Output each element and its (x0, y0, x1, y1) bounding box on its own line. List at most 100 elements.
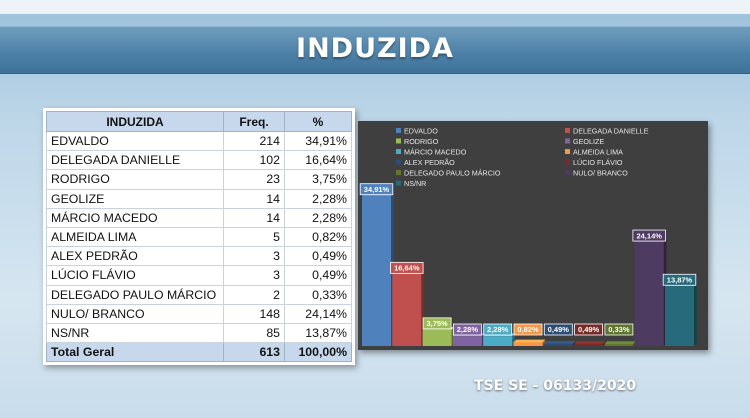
bar (574, 343, 604, 346)
row-percent: 16,64% (284, 150, 352, 171)
data-label: 0,49% (578, 325, 600, 334)
bar (513, 342, 543, 346)
data-label-box (632, 229, 666, 242)
table-row: DELEGADA DANIELLE 102 16,64% (46, 150, 352, 171)
legend-swatch (565, 159, 570, 165)
row-percent: 24,14% (284, 303, 352, 324)
table-total-row: Total Geral 613 100,00% (46, 342, 352, 363)
data-label-box (574, 323, 604, 336)
legend-swatch (396, 128, 401, 133)
row-percent: 0,49% (284, 265, 352, 286)
header-freq: Freq. (223, 111, 285, 132)
row-name: ALEX PEDRÃO (46, 246, 224, 267)
row-freq: 3 (223, 246, 285, 267)
bar (392, 274, 422, 346)
frequency-table-panel: INDUZIDA Freq. % EDVALDO 214 34,91% DELEGAD… (43, 108, 355, 366)
legend-label: NS/NR (404, 179, 426, 188)
row-name: LÚCIO FLÁVIO (46, 265, 224, 286)
legend-label: NULO/ BRANCO (573, 169, 628, 178)
bar (422, 329, 452, 346)
row-name: NULO/ BRANCO (46, 303, 224, 324)
data-label: 2,28% (487, 325, 509, 334)
legend-label: LÚCIO FLÁVIO (573, 158, 623, 167)
data-label: 3,75% (426, 319, 448, 328)
row-name: DELEGADA DANIELLE (46, 150, 224, 171)
legend-swatch (565, 170, 570, 175)
bar-top (604, 341, 637, 344)
row-percent: 2,28% (284, 207, 352, 228)
table-row: DELEGADO PAULO MÁRCIO 2 0,33% (46, 284, 352, 305)
data-label: 24,14% (636, 231, 662, 240)
row-freq: 85 (223, 322, 285, 344)
header-name: INDUZIDA (46, 111, 224, 132)
row-percent: 0,33% (284, 284, 352, 305)
table-row: NULO/ BRANCO 148 24,14% (46, 303, 352, 324)
data-label-box (543, 323, 573, 336)
legend-swatch (396, 159, 401, 165)
row-freq: 14 (223, 207, 285, 228)
data-label-box (662, 273, 697, 286)
bar-top (574, 341, 606, 344)
row-percent: 0,49% (284, 246, 352, 267)
legend-label: GEOLIZE (573, 137, 604, 146)
data-label-box (513, 323, 543, 336)
total-percent: 100,00% (284, 342, 352, 363)
bar-side (694, 283, 697, 346)
table-row: EDVALDO 214 34,91% (46, 130, 352, 152)
bar (543, 343, 573, 346)
table-row: RODRIGO 23 3,75% (46, 169, 352, 190)
row-name: EDVALDO (46, 130, 224, 152)
frequency-table: INDUZIDA Freq. % EDVALDO 214 34,91% DELEGAD… (46, 111, 352, 363)
legend-label: DELEGADA DANIELLE (573, 127, 649, 136)
row-name: MÁRCIO MACEDO (46, 207, 224, 228)
legend-swatch (396, 149, 401, 154)
row-percent: 13,87% (284, 322, 352, 344)
data-label-box (390, 261, 424, 274)
data-label: 13,87% (667, 275, 693, 284)
bar (604, 344, 634, 346)
legend-label: ALMEIDA LIMA (573, 148, 623, 157)
data-label-box (422, 317, 452, 330)
row-percent: 3,75% (284, 169, 352, 190)
table-row: ALMEIDA LIMA 5 0,82% (46, 226, 352, 248)
row-freq: 5 (223, 226, 285, 248)
title-banner (0, 26, 750, 74)
bar (483, 336, 513, 346)
bar-chart-panel: EDVALDO DELEGADA DANIELLE RODRIGO GEOLIZE MÁ… (358, 121, 708, 350)
legend-swatch (396, 138, 401, 144)
row-name: DELEGADO PAULO MÁRCIO (46, 284, 224, 305)
table-row: LÚCIO FLÁVIO 3 0,49% (46, 265, 352, 286)
bar-top (543, 341, 576, 344)
header-percent: % (284, 111, 352, 132)
table-row: NS/NR 85 13,87% (46, 322, 352, 344)
data-label-box (483, 323, 513, 336)
data-label: 2,28% (457, 325, 479, 334)
row-name: ALMEIDA LIMA (46, 226, 224, 248)
legend-label: MÁRCIO MACEDO (404, 148, 467, 157)
page-title: INDUZIDA (296, 33, 454, 64)
bar-top (513, 339, 546, 343)
data-label-box (453, 323, 482, 336)
row-percent: 34,91% (284, 130, 352, 152)
table-body: EDVALDO 214 34,91% DELEGADA DANIELLE 102 16,6… (46, 130, 352, 363)
total-name: Total Geral (46, 342, 224, 363)
bar-side (603, 341, 606, 346)
table-row: MÁRCIO MACEDO 14 2,28% (46, 207, 352, 228)
total-freq: 613 (223, 342, 285, 363)
legend-swatch (396, 180, 401, 186)
table-row: ALEX PEDRÃO 3 0,49% (46, 246, 352, 267)
row-freq: 2 (223, 284, 285, 305)
data-label-box (359, 183, 394, 196)
legend-swatch (565, 149, 570, 154)
legend-label: RODRIGO (404, 137, 439, 146)
bar-side (542, 339, 546, 346)
legend-label: ALEX PEDRÃO (404, 158, 455, 167)
data-label: 0,49% (548, 325, 570, 334)
row-percent: 0,82% (284, 226, 352, 248)
row-name: RODRIGO (46, 169, 224, 190)
legend-label: DELEGADO PAULO MÁRCIO (404, 169, 501, 178)
row-freq: 214 (223, 130, 285, 152)
table-header-row: INDUZIDA Freq. % (46, 111, 352, 132)
row-freq: 14 (223, 188, 285, 209)
bar-chart: EDVALDO DELEGADA DANIELLE RODRIGO GEOLIZE MÁ… (359, 127, 697, 346)
